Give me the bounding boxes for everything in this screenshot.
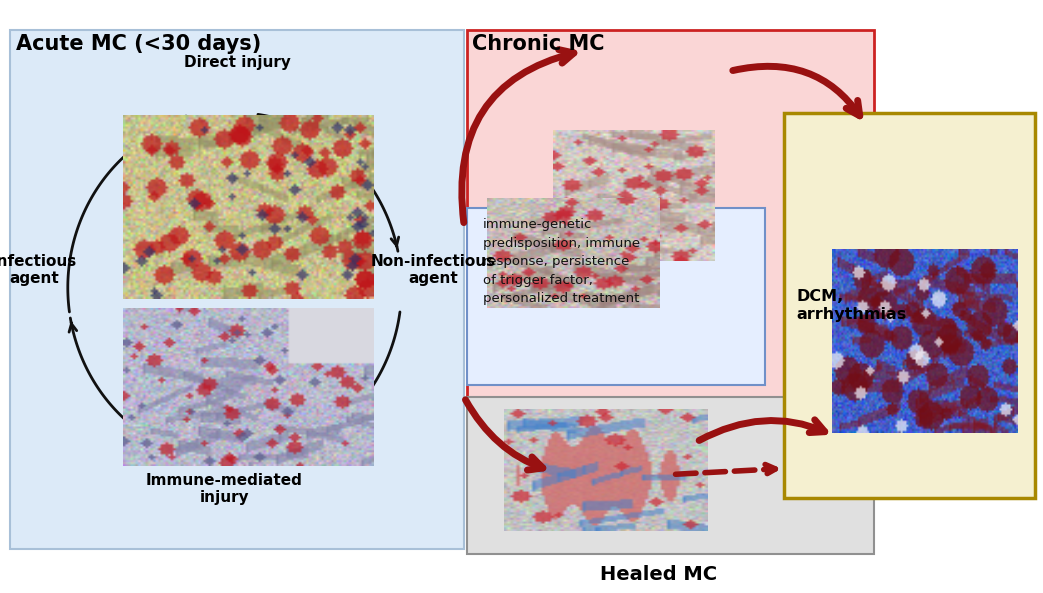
Text: Direct injury: Direct injury [185,55,291,70]
Text: Immune-mediated
injury: Immune-mediated injury [146,473,302,505]
Text: Healed MC: Healed MC [600,565,717,584]
FancyBboxPatch shape [784,113,1035,498]
FancyBboxPatch shape [467,397,874,554]
Text: DCM,
arrhythmias: DCM, arrhythmias [797,289,907,321]
Text: Infectious
agent: Infectious agent [0,254,77,286]
Text: Acute MC (<30 days): Acute MC (<30 days) [16,34,261,55]
FancyBboxPatch shape [10,30,464,549]
Text: immune-genetic
predisposition, immune
response, persistence
of trigger factor,
p: immune-genetic predisposition, immune re… [483,218,640,305]
FancyBboxPatch shape [467,30,874,418]
Text: Chronic MC: Chronic MC [472,34,605,55]
Text: Non-infectious
agent: Non-infectious agent [370,254,495,286]
FancyBboxPatch shape [467,208,765,385]
